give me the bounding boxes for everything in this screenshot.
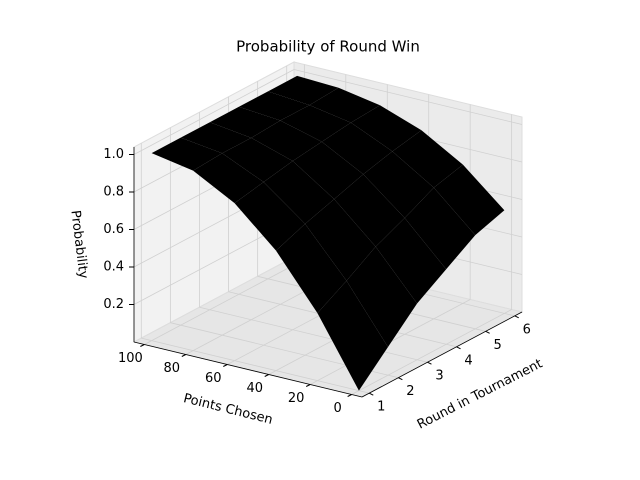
z-tick-label: 0.4 [103,260,124,275]
grid-line [199,306,428,363]
z-tick-label: 0.6 [103,222,124,237]
x-axis-label: Points Chosen [182,391,274,428]
surface-patch [309,87,380,123]
x-tick [181,354,187,357]
x-tick-label: 20 [288,391,305,406]
grid-line [293,69,523,125]
surface-patch [180,122,252,154]
z-axis-label: Probability [67,209,90,279]
z-tick-label: 0.2 [103,297,124,312]
surface-patch [238,91,310,121]
surface-patch [234,182,306,251]
y-tick [369,392,374,396]
z-tick-label: 0.8 [103,185,124,200]
surface-patch [151,137,223,171]
surface-patch [280,105,351,142]
x-tick [305,384,311,387]
x-tick-label: 80 [164,361,181,376]
surface-patch [263,160,335,224]
y-tick-label: 1 [377,400,385,415]
x-tick [264,374,269,377]
x-tick [347,394,352,397]
y-tick-label: 6 [523,322,531,337]
surface-patch [317,280,388,391]
surface-patch [404,187,476,270]
y-tick [485,330,490,334]
x-tick-label: 100 [118,351,143,366]
surface-patch [276,223,347,314]
y-tick [514,315,519,319]
y-tick [456,346,461,350]
y-tick-label: 2 [406,384,414,399]
x-tick-label: 60 [205,371,222,386]
axis-line [361,311,523,398]
axis-line [133,341,363,398]
surface-patch [334,174,405,247]
y-tick [398,377,403,381]
x-tick-label: 40 [246,381,263,396]
grid-line [144,259,305,345]
surface-patch [305,199,376,281]
y-tick-label: 5 [493,338,501,353]
y-tick-label: 3 [435,369,443,384]
surface-patch [350,105,422,152]
surface-patch [392,130,463,188]
grid-line [351,309,512,395]
surface-patch [268,75,339,106]
grid-line [133,69,295,155]
surface-patch [209,106,281,138]
grid-line [141,337,370,394]
y-tick-label: 4 [464,353,472,368]
x-tick [140,344,145,347]
chart-title: Probability of Round Win [236,38,420,56]
surface-patch [321,122,393,175]
surface-patch [363,151,434,219]
z-tick-label: 1.0 [103,147,124,162]
surface-patch [193,153,264,204]
y-tick [427,361,432,365]
surface-patch [251,120,322,161]
x-tick-label: 0 [333,401,341,416]
surface-patch [222,137,293,183]
surface-patch [433,164,505,236]
surface-patch [375,218,447,304]
surface-patch [346,246,418,348]
surface-patch [292,141,364,200]
x-tick [223,364,228,367]
